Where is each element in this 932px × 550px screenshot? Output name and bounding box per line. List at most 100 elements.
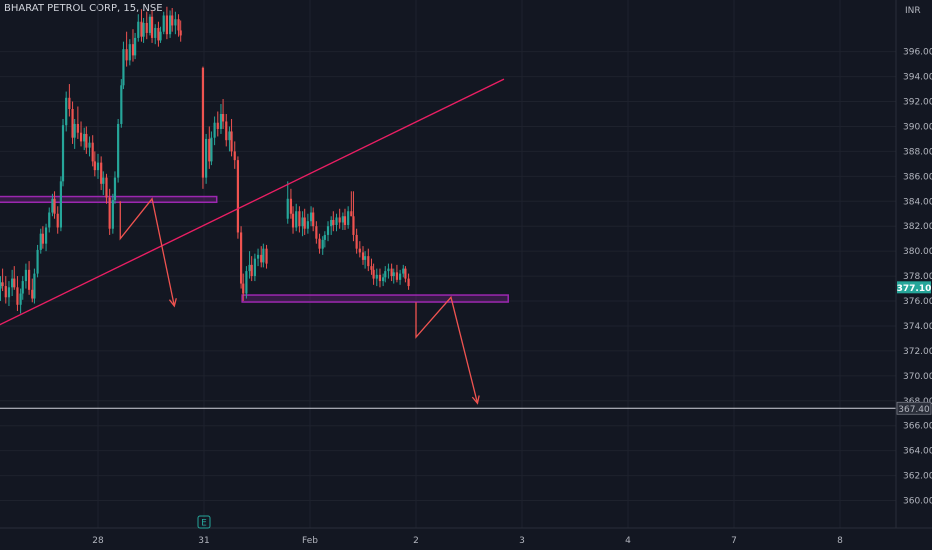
candle[interactable] bbox=[265, 244, 268, 269]
candle[interactable] bbox=[108, 188, 111, 235]
candle[interactable] bbox=[39, 228, 42, 254]
candle[interactable] bbox=[332, 211, 335, 232]
candle[interactable] bbox=[21, 276, 24, 300]
candle[interactable] bbox=[390, 263, 393, 282]
candle[interactable] bbox=[330, 216, 333, 235]
candle[interactable] bbox=[7, 281, 11, 307]
candle[interactable] bbox=[321, 236, 324, 255]
candle[interactable] bbox=[88, 136, 91, 157]
candle[interactable] bbox=[162, 11, 165, 35]
candle[interactable] bbox=[171, 8, 174, 32]
candle[interactable] bbox=[230, 118, 233, 157]
candle[interactable] bbox=[343, 208, 347, 230]
candle[interactable] bbox=[44, 223, 48, 252]
candle[interactable] bbox=[122, 41, 125, 90]
candle[interactable] bbox=[120, 79, 123, 128]
candle[interactable] bbox=[53, 191, 56, 219]
candle[interactable] bbox=[350, 191, 353, 217]
candle[interactable] bbox=[83, 127, 86, 151]
trendline[interactable] bbox=[0, 78, 505, 326]
candle[interactable] bbox=[100, 156, 103, 191]
candle[interactable] bbox=[306, 213, 309, 234]
candle[interactable] bbox=[102, 171, 105, 196]
candle[interactable] bbox=[68, 84, 71, 117]
candle[interactable] bbox=[260, 246, 263, 268]
candle[interactable] bbox=[76, 106, 79, 139]
candle[interactable] bbox=[399, 269, 402, 285]
candle[interactable] bbox=[41, 226, 44, 249]
candle[interactable] bbox=[225, 113, 228, 147]
candle[interactable] bbox=[140, 9, 143, 42]
candle[interactable] bbox=[111, 193, 114, 234]
candle[interactable] bbox=[323, 231, 326, 248]
candle[interactable] bbox=[117, 118, 120, 183]
candles-layer[interactable] bbox=[0, 6, 410, 314]
candle[interactable] bbox=[378, 268, 382, 288]
candle[interactable] bbox=[312, 207, 315, 232]
candle[interactable] bbox=[326, 221, 330, 242]
candle[interactable] bbox=[309, 206, 313, 227]
candle[interactable] bbox=[250, 256, 253, 282]
price-axis[interactable]: INR 396.00 394.00 392.00 390.00 388.00 386.00… bbox=[895, 0, 932, 528]
candle[interactable] bbox=[128, 39, 131, 66]
candle[interactable] bbox=[165, 6, 168, 40]
candle[interactable] bbox=[179, 20, 182, 42]
candle[interactable] bbox=[142, 17, 145, 43]
candle[interactable] bbox=[59, 176, 62, 232]
candle[interactable] bbox=[240, 226, 243, 289]
candle[interactable] bbox=[301, 211, 304, 237]
candle[interactable] bbox=[113, 171, 117, 204]
earnings-event-marker[interactable]: E bbox=[197, 515, 211, 529]
candle[interactable] bbox=[221, 99, 225, 129]
candle[interactable] bbox=[79, 121, 83, 147]
candle[interactable] bbox=[384, 266, 387, 283]
support-band[interactable] bbox=[241, 294, 509, 303]
candle[interactable] bbox=[131, 29, 135, 62]
candle[interactable] bbox=[245, 266, 248, 299]
candle[interactable] bbox=[253, 253, 256, 282]
candle[interactable] bbox=[402, 264, 405, 278]
candle[interactable] bbox=[291, 206, 295, 234]
candle[interactable] bbox=[96, 153, 100, 179]
candle[interactable] bbox=[201, 66, 205, 189]
candle[interactable] bbox=[150, 10, 154, 43]
candle[interactable] bbox=[73, 118, 76, 149]
candle[interactable] bbox=[105, 173, 108, 204]
time-axis[interactable]: 28 31 Feb 2 3 4 7 8 bbox=[0, 527, 932, 546]
candle[interactable] bbox=[28, 261, 31, 295]
candle[interactable] bbox=[395, 264, 399, 283]
candle[interactable] bbox=[256, 248, 260, 267]
candle[interactable] bbox=[286, 181, 289, 224]
candle[interactable] bbox=[213, 116, 216, 146]
candle[interactable] bbox=[154, 24, 157, 45]
candle[interactable] bbox=[31, 278, 34, 303]
candle[interactable] bbox=[407, 273, 410, 290]
candle[interactable] bbox=[205, 133, 208, 184]
candle[interactable] bbox=[85, 126, 88, 154]
candle[interactable] bbox=[262, 243, 265, 268]
candle[interactable] bbox=[145, 11, 148, 40]
candle[interactable] bbox=[228, 126, 231, 152]
candle[interactable] bbox=[364, 251, 367, 269]
candle[interactable] bbox=[168, 10, 172, 38]
candle[interactable] bbox=[13, 266, 16, 290]
candle[interactable] bbox=[382, 273, 385, 287]
candle[interactable] bbox=[16, 276, 19, 312]
projection-arrow[interactable] bbox=[415, 295, 480, 405]
candle[interactable] bbox=[48, 207, 51, 233]
candle[interactable] bbox=[24, 263, 28, 289]
candle[interactable] bbox=[289, 188, 293, 219]
candle[interactable] bbox=[61, 118, 65, 187]
candle[interactable] bbox=[367, 248, 370, 272]
candle[interactable] bbox=[137, 14, 140, 42]
candle[interactable] bbox=[315, 221, 318, 244]
projection-arrow[interactable] bbox=[119, 197, 177, 308]
candle[interactable] bbox=[372, 263, 375, 285]
candle[interactable] bbox=[338, 208, 341, 229]
candle[interactable] bbox=[174, 11, 177, 35]
candle[interactable] bbox=[341, 212, 344, 230]
candle[interactable] bbox=[148, 14, 152, 36]
candle[interactable] bbox=[19, 288, 22, 314]
candle[interactable] bbox=[298, 206, 301, 233]
candle[interactable] bbox=[370, 258, 373, 275]
